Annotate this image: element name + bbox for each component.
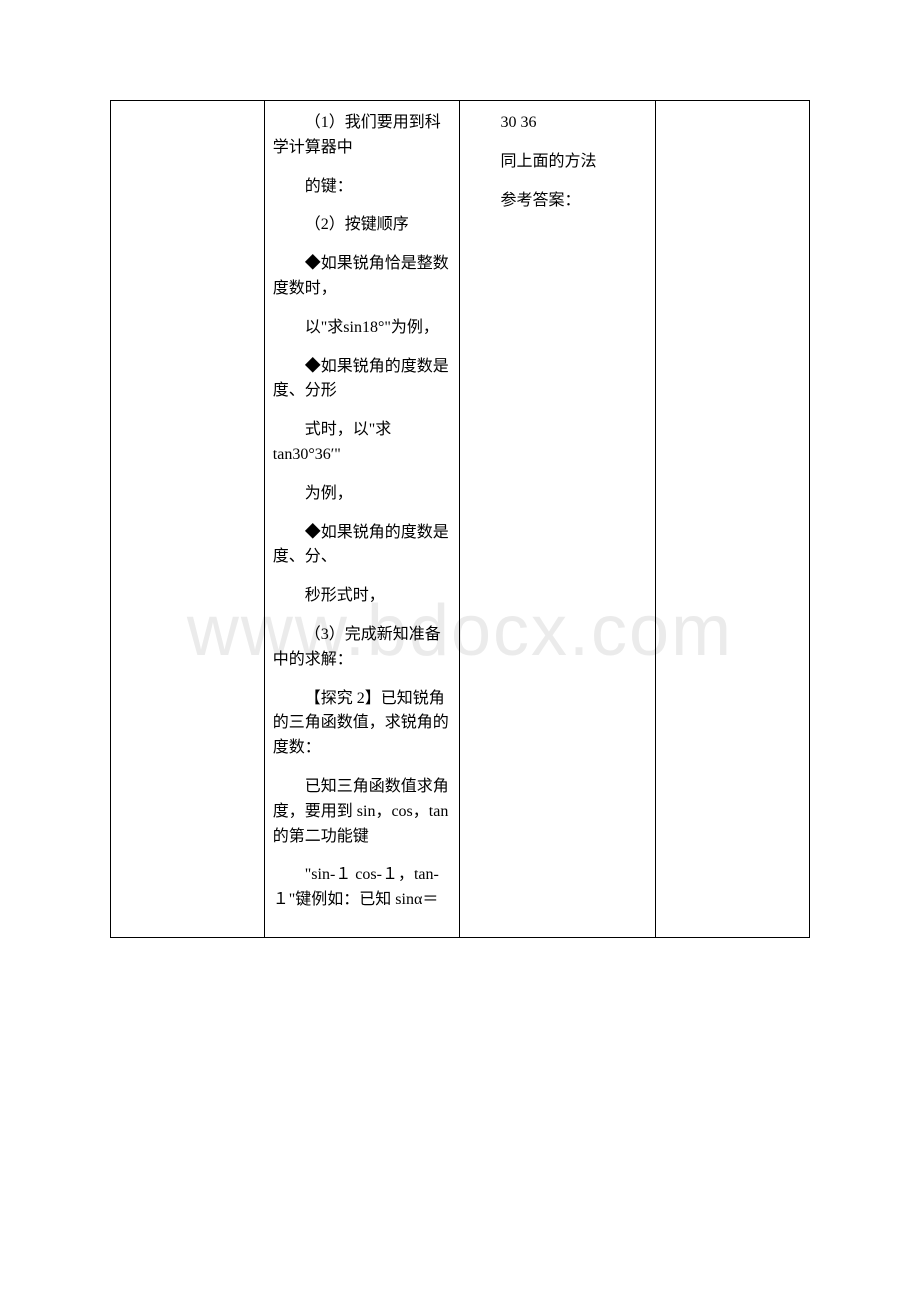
paragraph: 参考答案：	[468, 189, 647, 214]
paragraph: 已知三角函数值求角度，要用到 sin，cos，tan 的第二功能键	[273, 775, 452, 849]
paragraph: 30 36	[468, 111, 647, 136]
paragraph: 秒形式时，	[273, 584, 452, 609]
cell-col2: （1）我们要用到科学计算器中 的键： （2）按键顺序 ◆如果锐角恰是整数度数时，…	[264, 101, 460, 938]
paragraph: 以"求sin18°"为例，	[273, 316, 452, 341]
paragraph: ◆如果锐角恰是整数度数时，	[273, 252, 452, 302]
cell-col4	[656, 101, 810, 938]
paragraph: 式时，以"求 tan30°36′"	[273, 418, 452, 468]
paragraph: ◆如果锐角的度数是度、分形	[273, 355, 452, 405]
paragraph: （1）我们要用到科学计算器中	[273, 111, 452, 161]
table-row: （1）我们要用到科学计算器中 的键： （2）按键顺序 ◆如果锐角恰是整数度数时，…	[111, 101, 810, 938]
document-table: （1）我们要用到科学计算器中 的键： （2）按键顺序 ◆如果锐角恰是整数度数时，…	[110, 100, 810, 938]
paragraph: （3）完成新知准备中的求解：	[273, 623, 452, 673]
page-container: （1）我们要用到科学计算器中 的键： （2）按键顺序 ◆如果锐角恰是整数度数时，…	[0, 0, 920, 998]
cell-col1	[111, 101, 265, 938]
paragraph: 【探究 2】已知锐角的三角函数值，求锐角的度数：	[273, 687, 452, 761]
paragraph: （2）按键顺序	[273, 213, 452, 238]
paragraph: 为例，	[273, 482, 452, 507]
paragraph: ◆如果锐角的度数是度、分、	[273, 521, 452, 571]
paragraph: 的键：	[273, 175, 452, 200]
cell-col3: 30 36 同上面的方法 参考答案：	[460, 101, 656, 938]
paragraph: 同上面的方法	[468, 150, 647, 175]
paragraph: "sin-１ cos-１，tan-１"键例如：已知 sinα＝	[273, 863, 452, 913]
